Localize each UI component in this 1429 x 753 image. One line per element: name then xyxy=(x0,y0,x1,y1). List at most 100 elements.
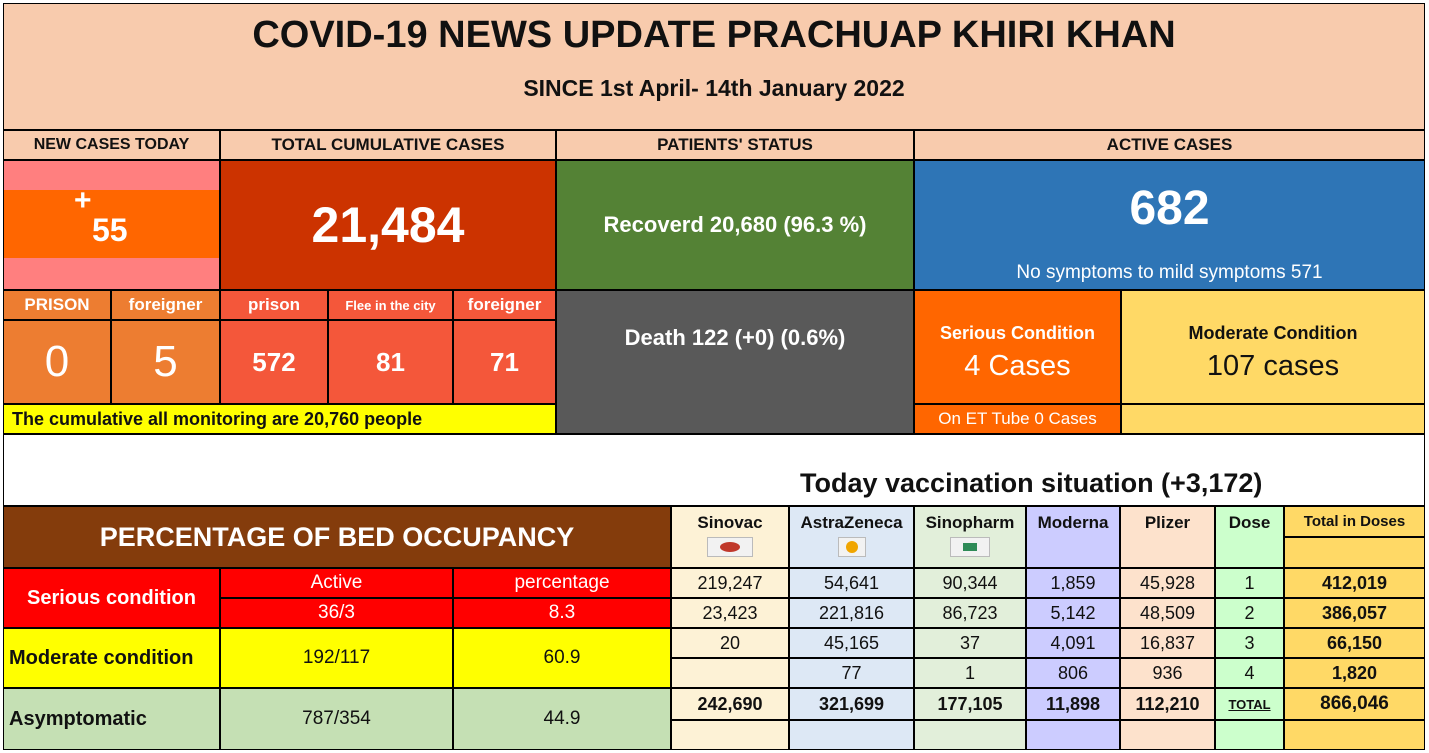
sinopharm-label: Sinopharm xyxy=(925,513,1015,532)
serious-percentage: 8.3 xyxy=(453,598,671,628)
recovered-status: Recoverd 20,680 (96.3 %) xyxy=(556,160,914,290)
active-cases-box: 682 No symptoms to mild symptoms 571 xyxy=(914,160,1425,290)
moderna-label: Moderna xyxy=(1037,513,1109,532)
total-flee-value: 81 xyxy=(328,320,453,404)
asymptomatic-percentage: 44.9 xyxy=(453,688,671,750)
vax-cell: 23,423 xyxy=(671,598,789,628)
vax-cell: 86,723 xyxy=(914,598,1026,628)
filler-cell xyxy=(789,720,914,750)
new-cases-value-band: + 55 xyxy=(4,190,219,258)
serious-condition-label: Serious Condition xyxy=(940,323,1095,343)
dose-total: 1,820 xyxy=(1284,658,1425,688)
plus-sign: + xyxy=(74,190,92,217)
dose-number: 2 xyxy=(1215,598,1284,628)
new-foreigner-value: 5 xyxy=(111,320,220,404)
active-cases-heading: ACTIVE CASES xyxy=(914,130,1425,160)
filler-cell xyxy=(1120,720,1215,750)
sinopharm-logo-icon xyxy=(950,537,990,557)
serious-active: 36/3 xyxy=(220,598,453,628)
filler-cell xyxy=(671,720,789,750)
total-foreigner-value: 71 xyxy=(453,320,556,404)
vax-cell: 1,859 xyxy=(1026,568,1120,598)
filler-cell xyxy=(914,720,1026,750)
vaccine-header-sinopharm: Sinopharm xyxy=(914,506,1026,568)
vax-cell: 45,928 xyxy=(1120,568,1215,598)
vax-cell: 936 xyxy=(1120,658,1215,688)
bed-occupancy-title: PERCENTAGE OF BED OCCUPANCY xyxy=(3,506,671,568)
moderate-percentage: 60.9 xyxy=(453,628,671,688)
moderate-condition-value: 107 cases xyxy=(1206,350,1340,382)
vax-cell: 77 xyxy=(789,658,914,688)
sinovac-label: Sinovac xyxy=(697,513,763,532)
vax-cell: 5,142 xyxy=(1026,598,1120,628)
vaccine-header-astrazeneca: AstraZeneca xyxy=(789,506,914,568)
total-flee-label: Flee in the city xyxy=(328,290,453,320)
vax-cell: 54,641 xyxy=(789,568,914,598)
et-tube-text: On ET Tube 0 Cases xyxy=(914,404,1121,434)
filler-cell xyxy=(1284,720,1425,750)
vaccine-total: 112,210 xyxy=(1120,688,1215,720)
dose-number: 3 xyxy=(1215,628,1284,658)
moderate-spacer xyxy=(1121,404,1425,434)
total-row-label: TOTAL xyxy=(1215,688,1284,720)
page-subtitle: SINCE 1st April- 14th January 2022 xyxy=(523,74,905,101)
dose-label: Dose xyxy=(1228,513,1271,532)
filler-cell xyxy=(1026,720,1120,750)
patients-status-heading: PATIENTS' STATUS xyxy=(556,130,914,160)
vax-cell xyxy=(671,658,789,688)
moderate-active: 192/117 xyxy=(220,628,453,688)
total-foreigner-label: foreigner xyxy=(453,290,556,320)
astrazeneca-logo-icon xyxy=(837,537,866,557)
asymptomatic-row-label: Asymptomatic xyxy=(3,688,220,750)
vaccination-title: Today vaccination situation (+3,172) xyxy=(800,468,1263,498)
pfizer-label: Plizer xyxy=(1144,513,1191,532)
dose-number: 1 xyxy=(1215,568,1284,598)
astrazeneca-label: AstraZeneca xyxy=(800,513,903,532)
page-title: COVID-19 NEWS UPDATE PRACHUAP KHIRI KHAN xyxy=(252,13,1176,56)
vaccine-total: 11,898 xyxy=(1026,688,1120,720)
vaccine-header-moderna: Moderna xyxy=(1026,506,1120,568)
dose-total: 412,019 xyxy=(1284,568,1425,598)
vax-cell: 219,247 xyxy=(671,568,789,598)
vax-cell: 48,509 xyxy=(1120,598,1215,628)
vaccine-total: 321,699 xyxy=(789,688,914,720)
total-prison-label: prison xyxy=(220,290,328,320)
vax-cell: 806 xyxy=(1026,658,1120,688)
total-prison-value: 572 xyxy=(220,320,328,404)
dose-number: 4 xyxy=(1215,658,1284,688)
new-prison-label: PRISON xyxy=(3,290,111,320)
moderate-condition-box: Moderate Condition 107 cases xyxy=(1121,290,1425,404)
vaccine-total: 242,690 xyxy=(671,688,789,720)
vax-cell: 1 xyxy=(914,658,1026,688)
vax-cell: 45,165 xyxy=(789,628,914,658)
header-banner: COVID-19 NEWS UPDATE PRACHUAP KHIRI KHAN… xyxy=(3,3,1425,130)
death-status: Death 122 (+0) (0.6%) xyxy=(556,290,914,434)
dose-total: 386,057 xyxy=(1284,598,1425,628)
mild-symptoms-text: No symptoms to mild symptoms 571 xyxy=(1016,262,1323,283)
percentage-header: percentage xyxy=(453,568,671,598)
serious-condition-value: 4 Cases xyxy=(964,350,1071,382)
vaccine-header-sinovac: Sinovac xyxy=(671,506,789,568)
vax-cell: 20 xyxy=(671,628,789,658)
new-foreigner-label: foreigner xyxy=(111,290,220,320)
middle-band xyxy=(3,434,1425,506)
total-cases-value: 21,484 xyxy=(220,160,556,290)
filler-cell xyxy=(1215,720,1284,750)
vaccine-header-pfizer: Plizer xyxy=(1120,506,1215,568)
vax-cell: 37 xyxy=(914,628,1026,658)
new-cases-value: 55 xyxy=(92,212,128,248)
new-prison-value: 0 xyxy=(3,320,111,404)
vax-cell: 4,091 xyxy=(1026,628,1120,658)
new-cases-heading: NEW CASES TODAY xyxy=(3,130,220,160)
total-cases-heading: TOTAL CUMULATIVE CASES xyxy=(220,130,556,160)
vax-cell: 90,344 xyxy=(914,568,1026,598)
monitoring-banner: The cumulative all monitoring are 20,760… xyxy=(3,404,556,434)
sinovac-logo-icon xyxy=(707,537,753,557)
vaccine-total: 177,105 xyxy=(914,688,1026,720)
vax-cell: 221,816 xyxy=(789,598,914,628)
asymptomatic-active: 787/354 xyxy=(220,688,453,750)
moderate-row-label: Moderate condition xyxy=(3,628,220,688)
grand-total: 866,046 xyxy=(1284,688,1425,720)
vaccine-header-total: Total in Doses xyxy=(1284,506,1425,537)
total-header-spacer xyxy=(1284,537,1425,568)
